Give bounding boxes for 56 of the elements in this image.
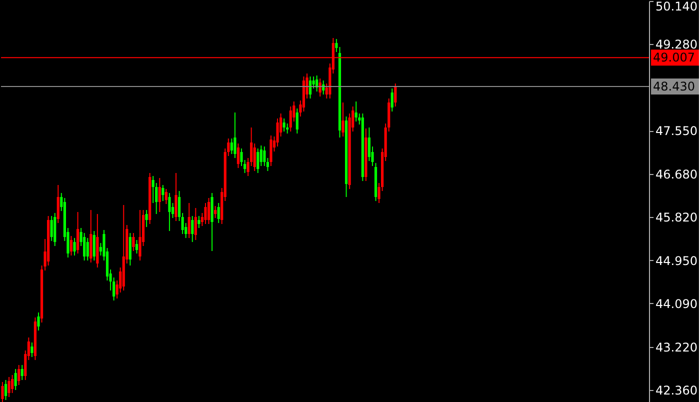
candlestick <box>282 118 286 132</box>
candlestick <box>8 376 10 398</box>
candlestick <box>73 238 76 256</box>
ref-line-label: 48.430 <box>653 80 695 94</box>
candlestick <box>18 364 20 386</box>
candlestick <box>86 238 89 261</box>
candlestick <box>70 236 73 256</box>
candlestick <box>217 202 220 224</box>
candlestick <box>50 216 53 242</box>
candlestick <box>132 232 135 252</box>
candlestick <box>198 216 200 228</box>
candlestick <box>174 172 178 222</box>
candlestick <box>37 312 40 331</box>
candlestick <box>135 240 138 254</box>
candlestick <box>162 184 164 202</box>
candlestick <box>188 202 190 238</box>
candlestick <box>158 178 161 212</box>
y-tick-label: 47.550 <box>656 124 698 138</box>
candlestick <box>92 230 96 261</box>
candlestick <box>214 206 217 218</box>
candlestick <box>138 210 142 261</box>
candlestick <box>236 143 240 168</box>
candlestick <box>234 112 236 158</box>
candlestick <box>14 368 17 390</box>
y-tick-label: 45.820 <box>656 210 698 224</box>
candlestick <box>145 210 148 228</box>
ref-line-label: 49.007 <box>653 50 695 65</box>
y-tick-label: 42.360 <box>656 384 698 398</box>
candlestick <box>164 188 168 204</box>
candlestick <box>194 208 197 240</box>
candlestick <box>128 232 132 266</box>
candlestick <box>168 192 171 232</box>
candlestick <box>390 88 394 112</box>
candlestick <box>30 342 34 358</box>
y-tick-label: 43.220 <box>656 340 698 354</box>
candlestick <box>4 380 8 400</box>
y-tick-label: 49.280 <box>656 38 698 52</box>
candlestick <box>342 102 344 137</box>
candlestick <box>56 184 60 224</box>
y-tick-label: 50.140 <box>656 0 698 14</box>
candlestick <box>76 212 80 254</box>
candlestick <box>1 382 4 402</box>
y-tick-label: 46.680 <box>656 168 698 182</box>
candlestick <box>10 374 14 394</box>
candlestick <box>204 202 207 224</box>
candlestick <box>394 83 397 107</box>
candlestick <box>270 135 272 166</box>
candlestick <box>20 364 24 380</box>
y-tick-label: 44.090 <box>656 297 698 311</box>
candlestick <box>207 198 210 224</box>
candlestick <box>191 216 194 242</box>
candlestick <box>354 101 358 122</box>
candlestick <box>256 148 260 174</box>
y-tick-label: 44.950 <box>656 254 698 268</box>
candlestick <box>296 108 298 134</box>
candlestick <box>230 138 233 154</box>
